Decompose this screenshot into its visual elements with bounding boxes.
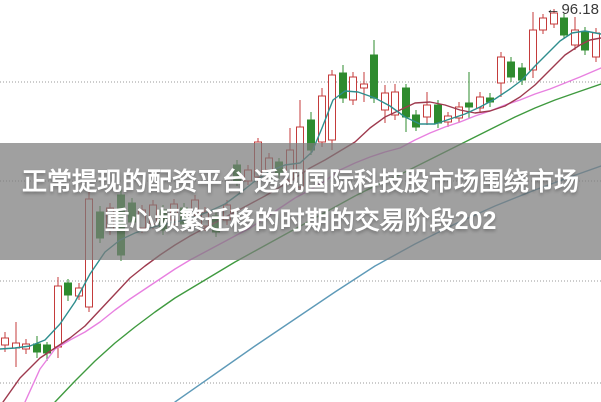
caption-line-2: 重心频繁迁移的时期的交易阶段202	[104, 207, 497, 235]
caption-overlay-band: 正常提现的配资平台 透视国际科技股市场围绕市场 重心频繁迁移的时期的交易阶段20…	[0, 143, 601, 260]
left-arrow-icon: ←	[545, 1, 561, 18]
caption-line-1: 正常提现的配资平台 透视国际科技股市场围绕市场	[22, 168, 579, 196]
price-marker-value: 96.18	[561, 1, 599, 18]
price-marker: ←96.18	[545, 1, 599, 18]
